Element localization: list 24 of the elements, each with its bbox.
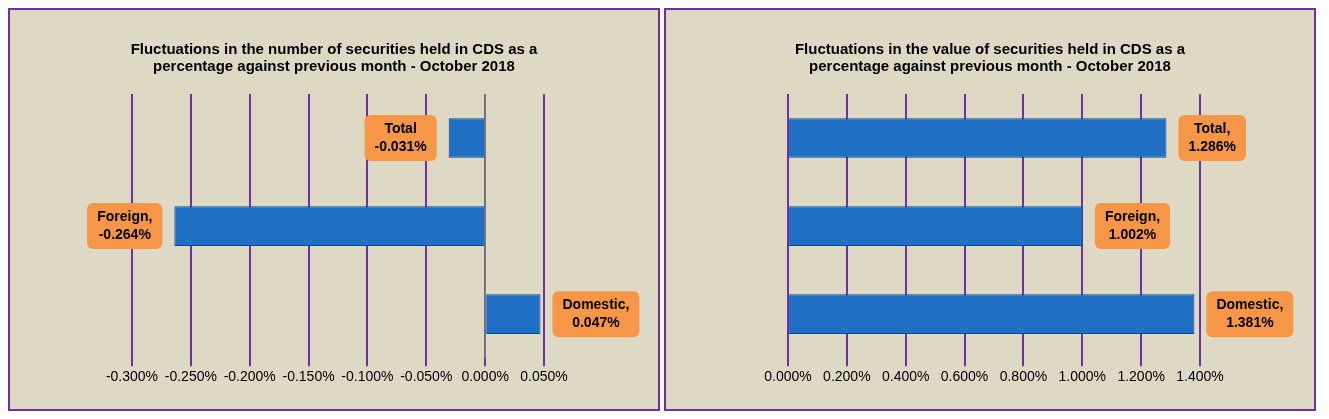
- data-label: Total, 1.286%: [1188, 119, 1237, 154]
- x-tick-label: 0.050%: [520, 368, 568, 385]
- x-tick-label: 0.400%: [881, 368, 930, 385]
- x-tick-label: -0.100%: [341, 368, 394, 385]
- x-tick-label: 0.600%: [940, 368, 989, 385]
- data-label: Domestic, 0.047%: [562, 296, 630, 331]
- x-tick-label: 0.000%: [461, 368, 509, 385]
- x-tick-label: -0.250%: [164, 368, 217, 385]
- data-label: Foreign, 1.002%: [1104, 207, 1161, 242]
- x-tick-label: 1.400%: [1176, 368, 1224, 385]
- x-tick-label: -0.050%: [400, 368, 453, 385]
- chart-title: Fluctuations in the number of securities held in CDS as a percentage against previous month - October 2018: [129, 40, 539, 74]
- x-tick-label: 1.200%: [1117, 368, 1165, 385]
- x-tick-label: -0.300%: [105, 368, 159, 385]
- x-tick-label: 0.200%: [823, 368, 871, 385]
- x-tick-label: -0.200%: [223, 368, 276, 385]
- x-tick-label: 0.000%: [764, 368, 812, 385]
- x-tick-label: 0.800%: [999, 368, 1048, 385]
- data-label: Foreign, -0.264%: [97, 207, 153, 242]
- x-tick-label: 1.000%: [1058, 368, 1107, 385]
- chart-title: Fluctuations in the value of securities held in CDS as a percentage against previous month - October 2018: [793, 40, 1187, 74]
- x-tick-label: -0.150%: [282, 368, 335, 385]
- data-label: Domestic, 1.381%: [1216, 296, 1284, 331]
- data-label: Total -0.031%: [374, 119, 428, 154]
